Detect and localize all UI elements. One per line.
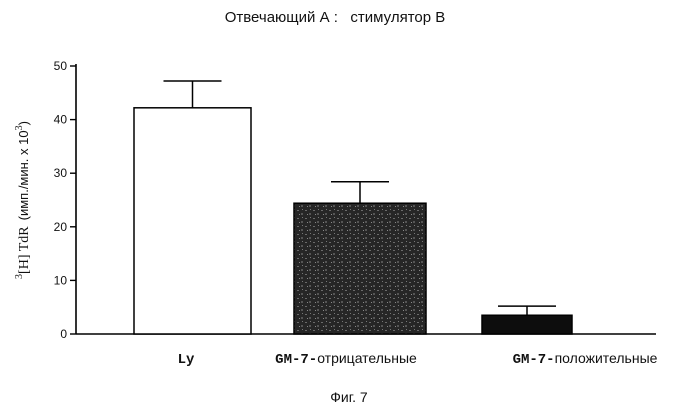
- chart-title: Отвечающий А : стимулятор В: [225, 9, 446, 26]
- category-label-part: Ly: [178, 352, 195, 368]
- bar: [482, 315, 572, 334]
- y-tick-label: 30: [54, 166, 68, 180]
- bar: [294, 203, 426, 334]
- category-label-part: отрицательные: [317, 350, 417, 366]
- x-category-labels: LyGM-7-отрицательныеGM-7-положительные: [178, 350, 658, 368]
- figure-caption: Фиг. 7: [330, 389, 368, 405]
- y-axis-label: 3[H] TdR(имп./мин. x 103): [14, 121, 32, 279]
- category-label-part: GM-7-: [275, 352, 317, 368]
- y-tick-label: 40: [54, 113, 68, 127]
- y-tick-label: 10: [54, 273, 68, 287]
- y-tick-label: 0: [60, 327, 67, 341]
- x-category-label: GM-7-положительные: [513, 350, 658, 368]
- x-category-label: Ly: [178, 352, 195, 368]
- y-tick-label: 50: [54, 59, 68, 73]
- x-category-label: GM-7-отрицательные: [275, 350, 417, 368]
- category-label-part: положительные: [555, 350, 658, 366]
- y-label-units: (имп./мин. x 10: [16, 130, 31, 220]
- y-label-units-close: ): [16, 121, 31, 125]
- y-tick-label: 20: [54, 220, 68, 234]
- y-label-main: [H] TdR: [17, 226, 32, 274]
- y-tick-labels: 0 10 20 30 40 50: [54, 59, 68, 341]
- bar: [134, 108, 251, 334]
- category-label-part: GM-7-: [513, 352, 555, 368]
- bars: [134, 108, 572, 334]
